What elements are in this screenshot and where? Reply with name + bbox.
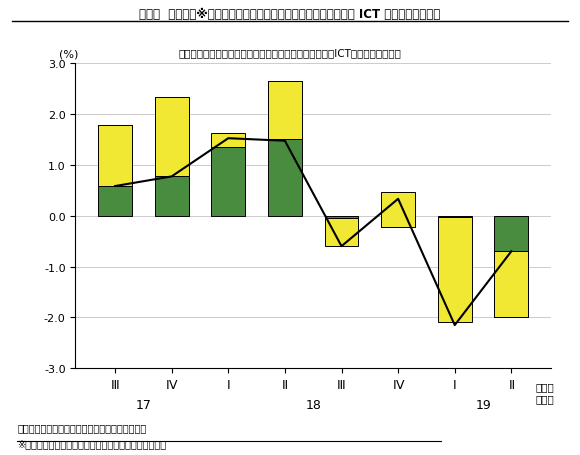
Text: 機械受注（民需、除く船舶・電力・携帯電話）に占めるICT関連機種の寄与度: 機械受注（民需、除く船舶・電力・携帯電話）に占めるICT関連機種の寄与度 bbox=[179, 48, 401, 58]
Bar bbox=[381, 216, 415, 228]
Text: 17: 17 bbox=[135, 398, 151, 411]
Bar bbox=[268, 81, 302, 216]
Bar bbox=[98, 126, 132, 216]
Bar bbox=[155, 98, 188, 177]
Text: ※ここでいう設備投資は機械受注統計で代用している。: ※ここでいう設備投資は機械受注統計で代用している。 bbox=[17, 438, 166, 448]
Bar bbox=[268, 81, 302, 140]
Bar bbox=[381, 193, 415, 228]
Text: 図表７  設備投資※（民需、除く船舶・電力・携帯電話）に占める ICT 関連機種の寄与度: 図表７ 設備投資※（民需、除く船舶・電力・携帯電話）に占める ICT 関連機種の… bbox=[139, 8, 441, 21]
Bar bbox=[211, 147, 245, 216]
Bar bbox=[438, 217, 472, 322]
Text: （期）
（年）: （期） （年） bbox=[535, 381, 554, 403]
Bar bbox=[494, 216, 528, 318]
Bar bbox=[98, 126, 132, 187]
Text: （出所）内閣府「機械受注統計調査」より作成。: （出所）内閣府「機械受注統計調査」より作成。 bbox=[17, 422, 147, 432]
Text: 18: 18 bbox=[305, 398, 321, 411]
Text: 19: 19 bbox=[475, 398, 491, 411]
Bar bbox=[438, 216, 472, 217]
Bar bbox=[494, 252, 528, 318]
Bar bbox=[211, 134, 245, 147]
Bar bbox=[325, 216, 358, 219]
Bar bbox=[325, 219, 358, 247]
Bar bbox=[155, 98, 188, 216]
Text: (%): (%) bbox=[59, 50, 78, 60]
